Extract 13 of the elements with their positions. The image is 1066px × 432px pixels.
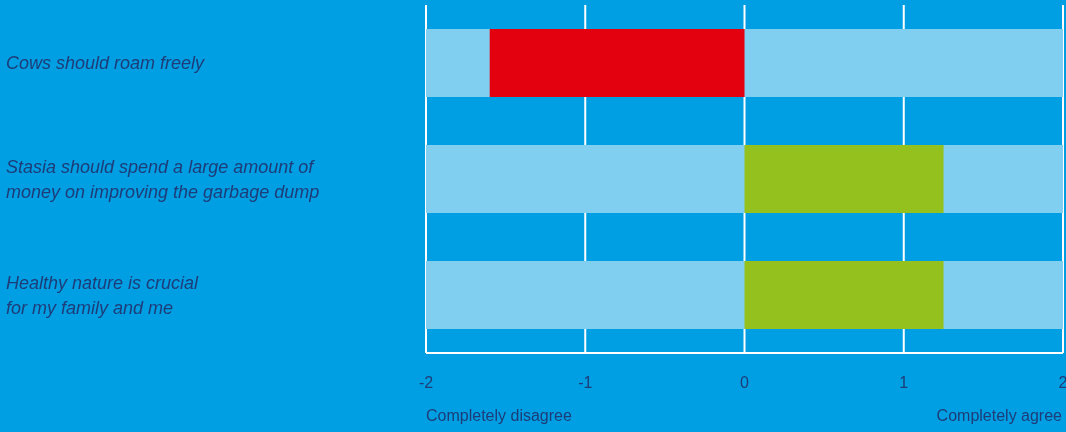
x-tick-label: -2 (418, 374, 434, 392)
bar (744, 145, 944, 213)
text: Completely agree (936, 407, 1062, 425)
x-tick-label: 1 (899, 374, 909, 392)
bar (489, 29, 745, 97)
x-tick-label: 0 (740, 374, 750, 392)
y-tick-label: Stasia should spend a large amount of money on improving the garbage dump (6, 156, 320, 202)
text: Completely disagree (426, 407, 572, 425)
bar (744, 261, 944, 329)
x-tick-label: 2 (1058, 374, 1066, 392)
y-tick-label: Cows should roam freely (6, 53, 206, 73)
y-tick-label: Healthy nature is crucial for my family and me (6, 272, 200, 318)
x-tick-label: -1 (578, 374, 593, 392)
